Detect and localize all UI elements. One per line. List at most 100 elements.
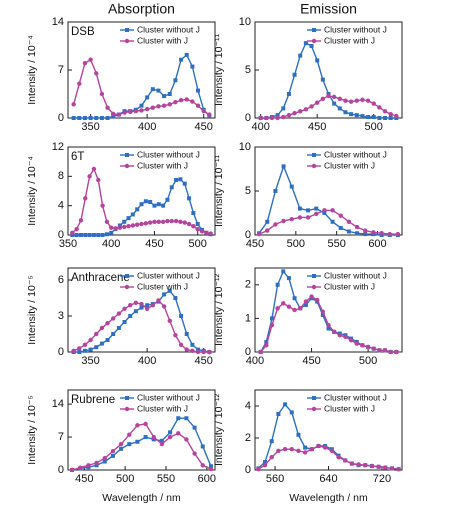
marker xyxy=(289,216,294,222)
marker xyxy=(119,446,124,451)
marker xyxy=(332,101,337,106)
marker xyxy=(320,309,326,314)
marker xyxy=(388,349,393,355)
marker xyxy=(382,109,388,114)
marker xyxy=(365,344,371,350)
marker xyxy=(322,445,328,450)
legend-marker xyxy=(125,28,129,32)
marker xyxy=(71,348,76,353)
marker xyxy=(187,196,192,201)
marker xyxy=(200,444,205,449)
marker xyxy=(99,91,105,97)
panel: 400 450 500 0 1 2 Intensity / 10⁻¹² Cluster wit… xyxy=(213,267,403,367)
marker xyxy=(91,233,96,237)
x-axis-label: Wavelength / nm xyxy=(289,492,368,504)
marker xyxy=(343,98,348,103)
y-tick-label: 5 xyxy=(245,185,251,197)
y-tick-label: 8 xyxy=(58,170,64,182)
marker xyxy=(150,303,156,308)
panel: 450 500 550 600 0 7 14 Intensity / 10⁻⁵ Waveleng… xyxy=(26,389,216,504)
x-tick-label: 600 xyxy=(198,473,216,485)
legend-label: Cluster without J xyxy=(324,270,387,280)
marker xyxy=(105,116,110,120)
marker xyxy=(360,97,365,102)
marker xyxy=(109,225,114,230)
marker xyxy=(133,108,139,114)
legend-label: Cluster with J xyxy=(324,403,375,413)
legend-marker xyxy=(125,396,129,400)
marker xyxy=(303,302,308,307)
marker xyxy=(354,113,359,118)
marker xyxy=(110,453,115,458)
marker xyxy=(302,450,308,455)
marker xyxy=(96,233,101,237)
marker xyxy=(83,233,88,237)
marker xyxy=(99,116,104,120)
legend-marker xyxy=(124,38,130,44)
marker xyxy=(337,106,342,111)
marker xyxy=(184,347,189,352)
marker xyxy=(208,466,214,472)
marker xyxy=(388,116,393,120)
legend-marker xyxy=(311,406,317,412)
y-tick-label: 7 xyxy=(58,431,64,443)
marker xyxy=(87,233,92,237)
marker xyxy=(78,465,83,470)
series-line xyxy=(71,417,212,471)
marker xyxy=(173,78,178,83)
marker xyxy=(87,174,92,179)
marker xyxy=(122,320,127,324)
marker xyxy=(152,203,157,208)
marker xyxy=(265,228,270,233)
marker xyxy=(82,116,87,120)
marker xyxy=(207,112,212,117)
marker xyxy=(371,115,376,120)
marker xyxy=(167,318,172,323)
marker xyxy=(162,292,167,297)
marker xyxy=(396,467,401,472)
marker xyxy=(196,88,201,93)
marker xyxy=(127,109,133,115)
marker xyxy=(309,44,314,48)
marker xyxy=(133,300,139,305)
marker xyxy=(190,64,195,69)
marker xyxy=(82,348,87,353)
legend-label: Cluster without J xyxy=(137,392,200,402)
marker xyxy=(314,206,319,211)
legend-label: Cluster without J xyxy=(137,149,200,159)
y-tick-label: 1 xyxy=(245,312,251,324)
legend-marker xyxy=(125,274,129,278)
marker xyxy=(143,221,149,226)
marker xyxy=(276,412,281,416)
marker xyxy=(134,222,140,227)
x-tick-label: 400 xyxy=(251,121,269,133)
marker xyxy=(195,103,201,108)
y-axis-label: Intensity / 10⁻¹¹ xyxy=(213,33,225,106)
column-title: Emission xyxy=(300,1,357,17)
marker xyxy=(169,218,174,224)
marker xyxy=(298,109,303,114)
marker xyxy=(330,219,335,224)
marker xyxy=(105,338,110,342)
marker xyxy=(94,345,99,350)
marker xyxy=(289,447,294,452)
marker xyxy=(320,313,325,318)
panel-label: Anthracene xyxy=(71,272,130,284)
panel-label: 6T xyxy=(71,151,84,163)
marker xyxy=(144,106,150,112)
marker xyxy=(182,181,187,186)
marker xyxy=(147,220,153,225)
y-tick-label: 5 xyxy=(245,64,251,76)
marker xyxy=(82,60,88,66)
plot-frame xyxy=(254,267,403,353)
marker xyxy=(173,296,178,300)
marker xyxy=(354,224,360,230)
marker xyxy=(322,208,327,213)
marker xyxy=(292,111,297,116)
marker xyxy=(116,311,122,316)
marker xyxy=(363,228,368,233)
x-tick-label: 560 xyxy=(266,473,284,485)
marker xyxy=(389,466,395,471)
marker xyxy=(338,225,343,230)
